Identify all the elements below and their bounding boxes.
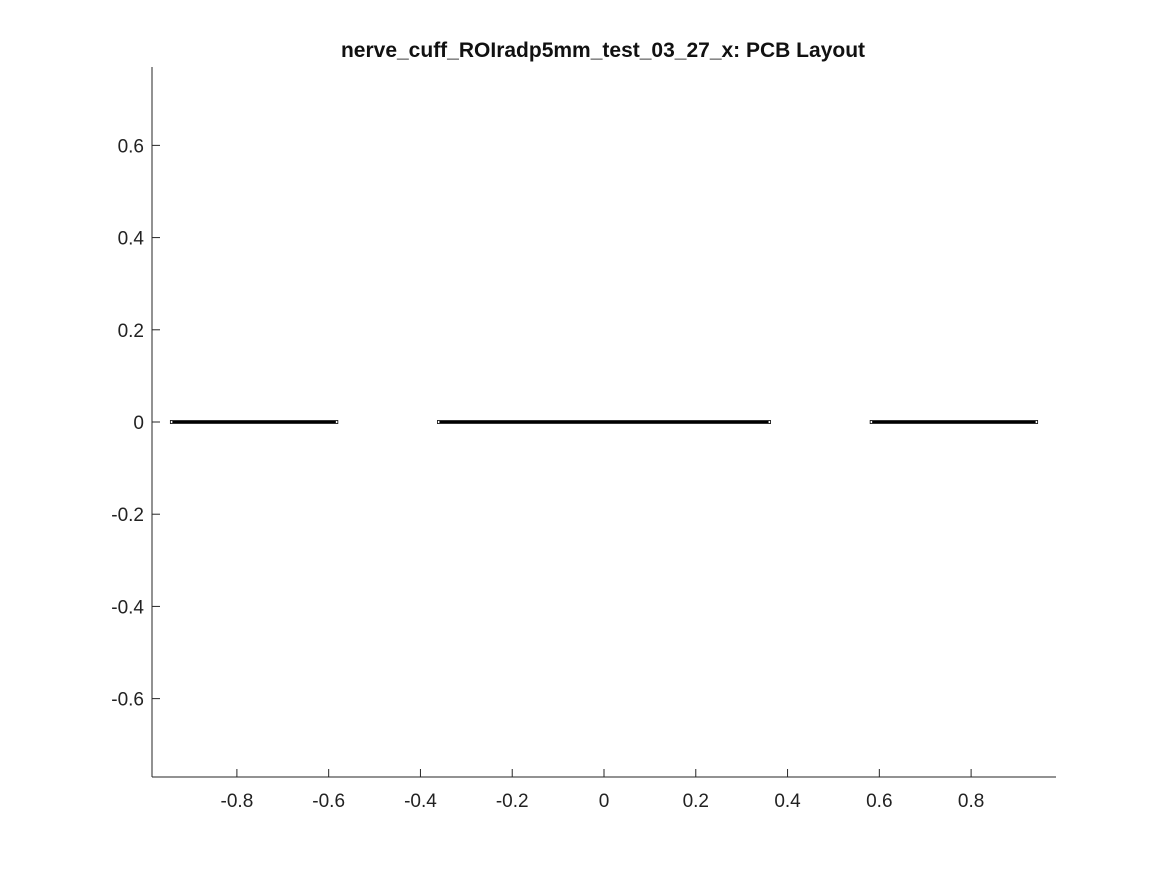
pcb-trace-segment-3 [869, 420, 1039, 424]
x-tick-label: -0.2 [496, 791, 529, 812]
x-tick-label: 0.6 [866, 791, 892, 812]
pcb-trace-segment-2 [437, 420, 771, 424]
y-tick-label: 0.2 [118, 321, 144, 342]
pcb-trace-outline [169, 420, 339, 424]
pcb-trace-segment-1 [169, 420, 339, 424]
y-tick-label: -0.4 [111, 597, 144, 618]
pcb-trace-outline [437, 420, 771, 424]
pcb-trace-outline [869, 420, 1039, 424]
x-ticks: -0.8 -0.6 -0.4 -0.2 0 0.2 0.4 0.6 0.8 [221, 769, 984, 812]
y-tick-label: 0.6 [118, 136, 144, 157]
x-tick-label: -0.4 [404, 791, 437, 812]
y-tick-label: -0.2 [111, 505, 144, 526]
y-ticks: -0.6 -0.4 -0.2 0 0.2 0.4 0.6 [111, 136, 160, 711]
plot-area [169, 420, 1039, 424]
x-tick-label: 0.2 [683, 791, 709, 812]
y-tick-label: -0.6 [111, 690, 144, 711]
chart-title: nerve_cuff_ROIradp5mm_test_03_27_x: PCB … [341, 39, 865, 62]
x-tick-label: 0.8 [958, 791, 984, 812]
axes: -0.8 -0.6 -0.4 -0.2 0 0.2 0.4 0.6 0.8 -0.6-0.4-0… [111, 67, 1056, 812]
x-tick-label: 0 [599, 791, 610, 812]
x-tick-label: -0.8 [221, 791, 254, 812]
y-tick-label: 0 [133, 413, 144, 434]
y-tick-label: 0.4 [118, 229, 145, 250]
x-tick-label: 0.4 [774, 791, 801, 812]
x-tick-label: -0.6 [312, 791, 345, 812]
